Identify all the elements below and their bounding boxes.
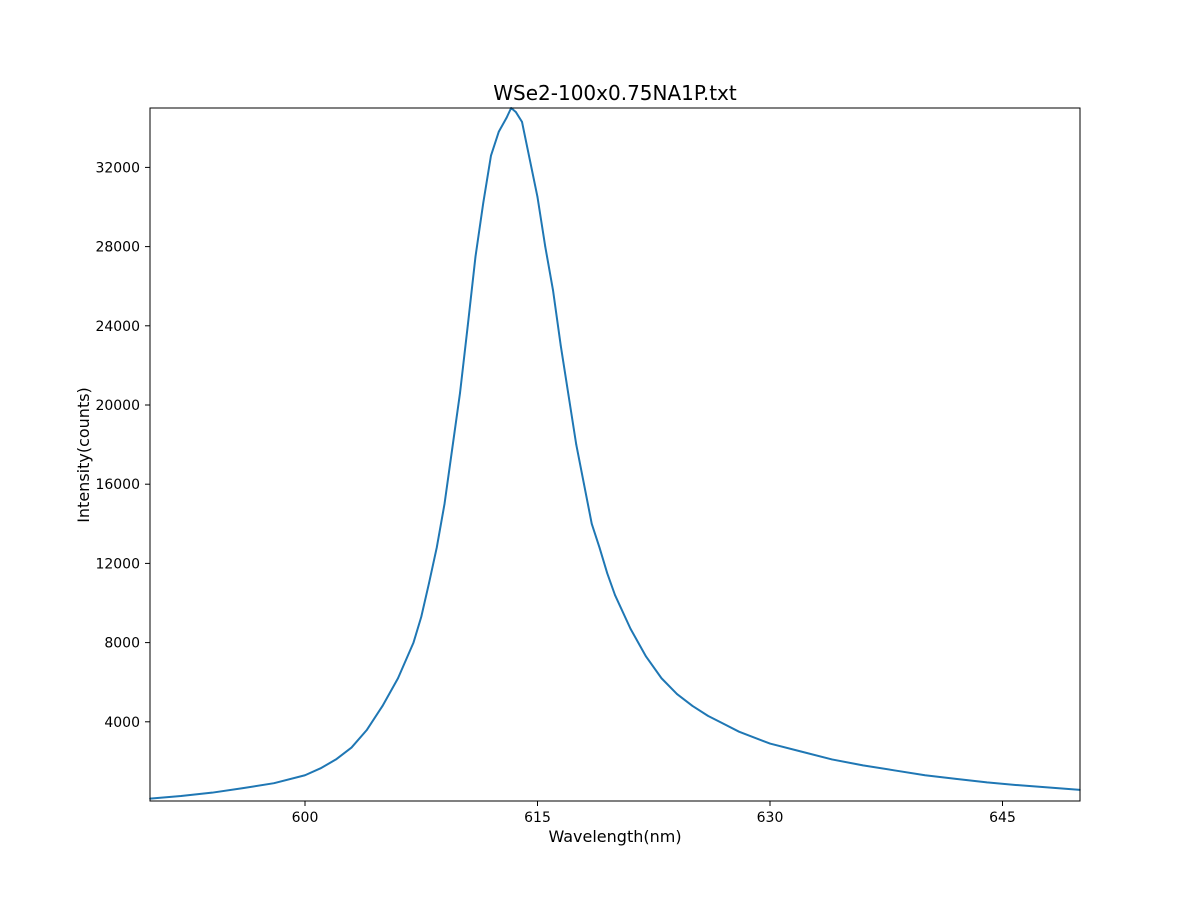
y-tick-label: 4000 — [104, 715, 140, 731]
data-point — [536, 196, 539, 198]
plot-frame — [149, 107, 1081, 802]
data-point — [606, 572, 609, 575]
data-point — [451, 447, 454, 450]
chart-title: WSe2-100x0.75NA1P.txt — [493, 81, 737, 105]
data-point — [738, 730, 740, 733]
data-point — [366, 728, 368, 731]
data-point — [986, 781, 988, 784]
data-point — [490, 154, 492, 157]
data-point — [831, 758, 833, 761]
data-point — [862, 764, 864, 767]
y-tick-label: 32000 — [95, 160, 140, 176]
x-tick-label: 630 — [757, 810, 784, 826]
x-axis-label: Wavelength(nm) — [548, 827, 681, 846]
y-tick-label: 20000 — [95, 398, 140, 414]
data-point — [893, 769, 895, 772]
data-point — [722, 722, 725, 725]
ticks-layer: 600 615 630 645 4000 8000 12000 16000 20000 24000… — [95, 160, 1015, 826]
data-point — [800, 750, 802, 753]
data-point — [544, 245, 547, 248]
data-point — [955, 778, 957, 780]
data-point — [598, 546, 601, 549]
data-point — [559, 344, 562, 347]
data-point — [459, 392, 461, 394]
y-axis-label: Intensity(counts) — [74, 387, 93, 523]
y-tick-label: 28000 — [95, 240, 140, 256]
data-point — [575, 443, 578, 446]
y-tick-label: 16000 — [95, 477, 140, 493]
data-point — [381, 705, 384, 707]
data-point — [412, 641, 415, 644]
data-point — [273, 782, 275, 784]
data-point — [645, 655, 647, 658]
data-point — [505, 117, 508, 119]
data-point — [567, 394, 570, 396]
x-tick-label: 645 — [989, 810, 1016, 826]
data-point — [428, 582, 430, 584]
data-point — [420, 616, 423, 618]
data-point — [515, 111, 517, 113]
data-point — [660, 677, 663, 680]
y-tick-label: 24000 — [95, 319, 140, 335]
data-point — [180, 795, 182, 797]
data-point — [769, 742, 771, 745]
data-point — [521, 121, 523, 123]
data-point — [435, 546, 438, 549]
data-point — [242, 787, 244, 789]
data-point — [397, 677, 399, 680]
data-point — [482, 202, 485, 204]
data-point — [590, 523, 593, 525]
data-point — [629, 627, 632, 630]
data-point — [528, 158, 531, 161]
data-point — [474, 255, 477, 258]
data-point — [497, 130, 500, 133]
data-point — [350, 746, 353, 749]
data-point — [304, 774, 306, 777]
data-point — [552, 289, 554, 291]
x-tick-label: 615 — [524, 810, 551, 826]
x-tick-label: 600 — [292, 810, 319, 826]
y-tick-label: 12000 — [95, 556, 140, 572]
data-layer — [149, 107, 1081, 800]
y-tick-label: 8000 — [104, 636, 140, 652]
data-point — [614, 594, 616, 596]
data-point — [1048, 786, 1050, 789]
data-point — [466, 325, 469, 327]
data-point — [1017, 784, 1019, 786]
data-point — [319, 767, 322, 770]
data-point — [583, 483, 585, 486]
data-point — [211, 791, 213, 794]
data-point — [676, 693, 678, 695]
plot-area — [150, 108, 1080, 801]
data-point — [691, 705, 694, 707]
data-point — [707, 715, 709, 717]
data-point — [443, 503, 446, 505]
data-point — [924, 774, 926, 777]
data-point — [335, 758, 337, 761]
